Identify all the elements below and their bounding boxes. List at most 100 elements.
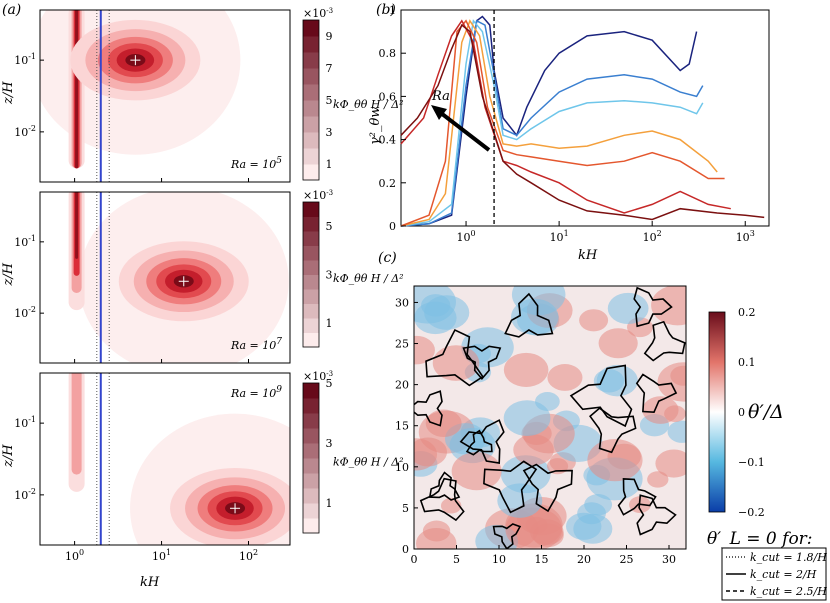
colorbar-tick-label: 0.2 (738, 306, 756, 319)
panel-b-ticks: 100 101 102 103 0 0.2 0.4 0.6 0.8 1 (379, 4, 755, 244)
colorbar-band (303, 36, 319, 53)
theta-zero-contour (483, 460, 538, 514)
ytick-label: 25 (395, 338, 409, 351)
theta-zero-contour (633, 286, 673, 328)
colorbar-band (303, 260, 319, 275)
colorbar-frame (302, 19, 320, 181)
panel-c-temperature-field (414, 286, 686, 549)
ytick-label: 10-2 (14, 124, 36, 139)
warm-region (647, 471, 669, 488)
ra-arrow-shaft (435, 108, 491, 152)
warm-region (655, 449, 686, 478)
xtick-label: 102 (239, 548, 258, 563)
ytick-label: 0 (402, 543, 409, 556)
colorbar-band (303, 148, 319, 165)
colorbar-band (303, 164, 319, 181)
warm-region (451, 452, 502, 491)
colorbar-tick-label: −0.1 (738, 456, 765, 469)
colorbar-band (303, 216, 319, 232)
colorbar-band (303, 116, 319, 133)
panel-a-axes (39, 191, 291, 364)
xtick-label: 25 (620, 553, 634, 566)
ytick-label: 10-1 (14, 52, 36, 67)
cool-region (565, 512, 602, 540)
panel-a-contour-field (40, 10, 290, 182)
ytick-label: 10-2 (14, 487, 36, 502)
panel-a-axes (39, 372, 291, 546)
colorbar-multiplier: ×10-3 (303, 7, 333, 20)
colorbar-band (303, 68, 319, 85)
xtick-label: 5 (453, 553, 460, 566)
panel-c-colorbar-label: θ′/Δ (748, 401, 784, 423)
xtick-label: 0 (411, 553, 418, 566)
colorbar-band (303, 20, 319, 37)
ytick-label: 0.4 (379, 134, 397, 147)
warm-region (598, 328, 638, 359)
colorbar-band (303, 245, 319, 261)
panel-a-ylabel: z/H (1, 81, 16, 105)
colorbar-band (303, 303, 319, 319)
warm-region (579, 309, 609, 332)
theta-zero-contour (522, 463, 573, 513)
xtick-label: 100 (65, 548, 84, 563)
panel-a-subplot-2: Ra = 107 10-2 10-1 z/H 1 3 5 ×10-3 kΦ_θθ H / Δ² (1, 189, 404, 364)
colorbar-tick-label: 3 (326, 437, 333, 450)
ra-label: Ra = 105 (230, 156, 282, 171)
colorbar-frame (302, 201, 320, 348)
colorbar-band (303, 318, 319, 333)
series-line-ra6 (400, 19, 731, 214)
colorbar-band (303, 289, 319, 304)
panel-c-ticks: 0 5 10 15 20 25 30 0 5 10 15 20 25 30 (395, 296, 676, 566)
xtick-label: 100 (457, 229, 476, 244)
cool-region (667, 420, 686, 443)
colorbar-band (303, 398, 319, 414)
theta-zero-contour (425, 328, 484, 387)
panel-c-colorbar (708, 311, 726, 513)
colorbar-tick-label: 5 (326, 94, 333, 107)
legend-label-3: k_cut = 2.5/H (750, 585, 827, 598)
ytick-label: 5 (402, 502, 409, 515)
theta-zero-contour (643, 320, 686, 362)
colorbar-band (303, 488, 319, 504)
warm-region (670, 365, 686, 386)
panel-a-ylabel: z/H (1, 262, 16, 286)
panel-a-colorbar-2: 1 3 5 ×10-3 kΦ_θθ H / Δ² (302, 189, 404, 348)
cool-region (593, 369, 625, 393)
series-line-ra3 (400, 19, 704, 227)
colorbar-band (303, 231, 319, 246)
colorbar-tick-label: 0 (738, 406, 745, 419)
ytick-label: 0 (389, 220, 396, 233)
colorbar-band (303, 332, 319, 348)
ra-arrow-label: Ra (431, 89, 450, 104)
colorbar-label: kΦ_θθ H / Δ² (333, 456, 404, 469)
panel-a-subplot-1: Ra = 105 10-2 10-1 z/H 1 3 5 7 9 ×10-3 kΦ_θθ H / Δ… (1, 7, 404, 183)
ytick-label: 10-1 (14, 234, 36, 249)
ra-label: Ra = 107 (230, 337, 282, 352)
colorbar-tick-label: 1 (326, 158, 333, 171)
colorbar-frame (302, 382, 320, 534)
colorbar-tick-label: −0.2 (738, 506, 765, 519)
theta-zero-contour (504, 292, 554, 338)
ra-arrow-head (431, 105, 447, 120)
series-line-ra5 (400, 19, 725, 227)
theta-zero-contour (569, 364, 633, 428)
warm-region (547, 364, 583, 391)
panel-a-label: (a) (2, 2, 21, 18)
xtick-label: 101 (152, 548, 171, 563)
xtick-label: 102 (643, 229, 662, 244)
panel-b: 100 101 102 103 0 0.2 0.4 0.6 0.8 1 Ra kH γ²_θw (368, 4, 770, 263)
contour-strip-1 (71, 373, 82, 475)
cool-region (584, 494, 613, 516)
ra-label: Ra = 109 (230, 385, 282, 400)
colorbar-band (303, 383, 319, 399)
theta-zero-contour (617, 478, 657, 516)
cool-region (511, 298, 559, 336)
ytick-label: 0.6 (379, 90, 397, 103)
ytick-label: 15 (395, 420, 409, 433)
warm-region (425, 409, 462, 438)
colorbar-band (303, 52, 319, 69)
colorbar-tick-label: 0.1 (738, 356, 756, 369)
warm-region (414, 437, 447, 467)
ytick-label: 0.8 (379, 47, 397, 60)
